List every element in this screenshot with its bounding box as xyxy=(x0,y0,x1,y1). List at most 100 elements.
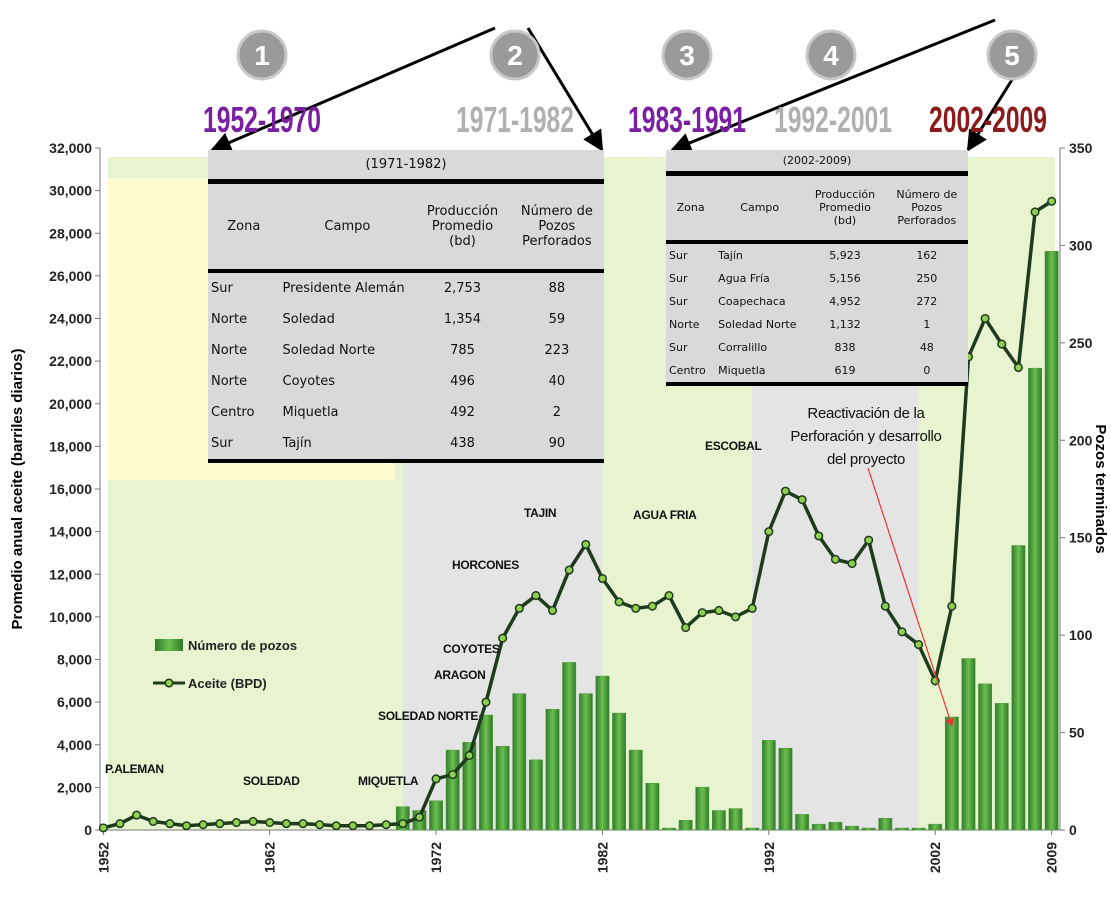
bar xyxy=(745,827,760,831)
table-cell: 496 xyxy=(450,373,475,389)
bar xyxy=(861,827,876,831)
table-cell: 90 xyxy=(509,427,604,463)
period-number: 2 xyxy=(507,40,523,71)
line-marker xyxy=(181,821,192,831)
table-header: Zona xyxy=(666,173,716,244)
line-marker xyxy=(581,539,591,549)
table-cell: Sur xyxy=(211,280,233,296)
y2-tick-label: 300 xyxy=(1069,237,1093,253)
table-cell: 2 xyxy=(552,404,561,420)
line-marker xyxy=(780,486,791,496)
table-header-row: Zona Campo Producción Promedio (bd) Número … xyxy=(208,181,604,273)
data-table: (2002-2009) Zona Campo Producción Promedio … xyxy=(666,150,968,386)
line-marker xyxy=(514,603,524,613)
period-badge xyxy=(986,29,1038,81)
table-row: Norte Soledad Norte 785 223 xyxy=(208,335,604,366)
table-row: Sur Tajín 438 90 xyxy=(208,427,604,463)
y-tick-label: 10,000 xyxy=(49,609,92,625)
line-marker xyxy=(880,601,890,611)
line-marker xyxy=(1030,207,1040,217)
bar xyxy=(612,712,627,831)
x-tick-label: 2009 xyxy=(1044,842,1060,873)
period-badge xyxy=(805,29,857,81)
bar xyxy=(1011,545,1026,831)
y-tick-label: 18,000 xyxy=(49,438,92,454)
x-tick-label: 2002 xyxy=(927,842,943,873)
line-marker xyxy=(1013,362,1023,373)
bar xyxy=(628,749,643,831)
y-tick-label: 2,000 xyxy=(57,779,92,795)
line-marker xyxy=(914,640,924,650)
y-tick-label: 20,000 xyxy=(49,396,92,412)
line-marker xyxy=(115,819,125,829)
bar xyxy=(562,662,577,831)
table-row: Norte Coyotes 496 40 xyxy=(208,366,604,397)
bar xyxy=(795,814,810,831)
table-cell: Norte xyxy=(211,373,248,389)
table-cell: Norte xyxy=(669,317,700,331)
bar xyxy=(1044,251,1059,831)
y-tick-label: 8,000 xyxy=(57,652,92,668)
line-marker xyxy=(980,313,990,324)
bar xyxy=(828,821,843,831)
table-cell: Soledad Norte xyxy=(718,317,797,331)
line-marker xyxy=(764,527,774,537)
period-badge xyxy=(236,29,288,81)
y-tick-label: 24,000 xyxy=(49,311,92,327)
line-marker xyxy=(132,810,142,820)
bar xyxy=(479,714,493,831)
annotation: Reactivación de la Perforación y desarro… xyxy=(790,405,942,468)
line-marker xyxy=(747,603,757,613)
table-cell: Presidente Alemán xyxy=(282,280,405,296)
table: (2002-2009) Zona Campo Producción Promedio … xyxy=(666,150,968,386)
bar xyxy=(712,810,726,831)
period-badge xyxy=(661,29,713,81)
bar xyxy=(529,759,543,831)
line-marker xyxy=(714,605,724,616)
annotation: TAJIN xyxy=(524,506,557,520)
table-cell: 272 xyxy=(916,294,938,308)
table-cell: Centro xyxy=(666,358,716,386)
line-marker xyxy=(231,817,241,828)
table-title: (2002-2009) xyxy=(666,150,968,176)
table-cell: 162 xyxy=(916,248,938,262)
line-marker xyxy=(947,601,957,611)
table-cell: 0 xyxy=(885,358,968,386)
plot: 0 2,000 4,000 6,000 8,000 10,000 12,000 14,000 1… xyxy=(49,140,1092,873)
bar xyxy=(429,800,443,831)
annotation: HORCONES xyxy=(452,558,519,572)
y2-tick-label: 200 xyxy=(1069,432,1093,448)
bar xyxy=(495,745,510,831)
table-cell: Centro xyxy=(211,404,255,420)
y2-tick-label: 50 xyxy=(1069,725,1085,741)
table-cell: Corralillo xyxy=(718,340,768,354)
annotation: MIQUETLA xyxy=(358,774,419,788)
legend-label: Aceite (BPD) xyxy=(188,676,267,691)
table-cell: 250 xyxy=(916,271,938,285)
y-tick-label: 26,000 xyxy=(49,268,92,284)
arrow xyxy=(670,18,996,153)
table-cell: Sur xyxy=(669,248,688,262)
data-table: (1971-1982) Zona Campo Producción Promedio … xyxy=(208,150,604,463)
y-tick-label: 30,000 xyxy=(49,183,92,199)
table-cell: Soledad xyxy=(282,311,335,327)
table-title-row: (2002-2009) xyxy=(666,150,968,176)
line-marker xyxy=(864,535,874,545)
table-cell: Sur xyxy=(669,294,688,308)
table-header: Zona xyxy=(208,181,280,273)
y2-tick-label: 250 xyxy=(1069,335,1093,351)
bar xyxy=(978,683,993,831)
table-cell: Coapechaca xyxy=(718,294,786,308)
bar xyxy=(944,716,959,831)
bar xyxy=(1028,367,1042,831)
bar xyxy=(545,708,560,831)
line-marker xyxy=(215,819,225,829)
period-label: 1952-1970 xyxy=(203,99,321,140)
y2-axis-label: Pozos terminados xyxy=(1092,424,1109,553)
table-header: Producción Promedio (bd) xyxy=(415,181,510,273)
table-cell: 619 xyxy=(804,358,886,386)
bar xyxy=(911,827,926,831)
y-tick-label: 32,000 xyxy=(49,140,92,156)
arrow xyxy=(966,74,1017,152)
